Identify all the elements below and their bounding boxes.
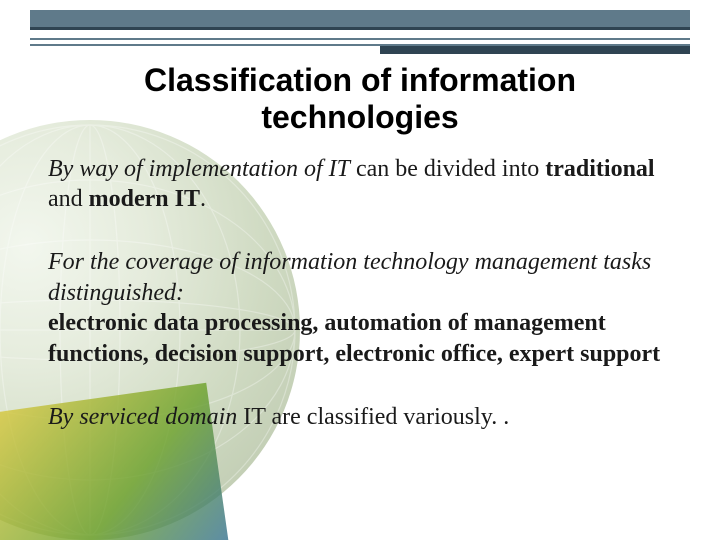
- p3-italic: By serviced domain: [48, 404, 237, 430]
- p3-plain: IT are classified variously. .: [237, 404, 509, 430]
- p1-plain-3: .: [200, 186, 206, 212]
- p2-bold: electronic data processing, automation o…: [48, 310, 660, 367]
- p1-italic: By way of implementation of IT: [48, 156, 350, 182]
- slide-content: Classification of information technologi…: [0, 0, 720, 433]
- slide-title: Classification of information technologi…: [48, 62, 672, 136]
- p2-italic: For the coverage of information technolo…: [48, 249, 651, 306]
- p1-bold-2: modern IT: [89, 186, 200, 212]
- paragraph-3: By serviced domain IT are classified var…: [48, 402, 672, 433]
- p1-bold-1: traditional: [545, 156, 654, 182]
- p1-plain-2: and: [48, 186, 89, 212]
- paragraph-1: By way of implementation of IT can be di…: [48, 154, 672, 215]
- paragraph-2: For the coverage of information technolo…: [48, 247, 672, 370]
- p1-plain-1: can be divided into: [350, 156, 545, 182]
